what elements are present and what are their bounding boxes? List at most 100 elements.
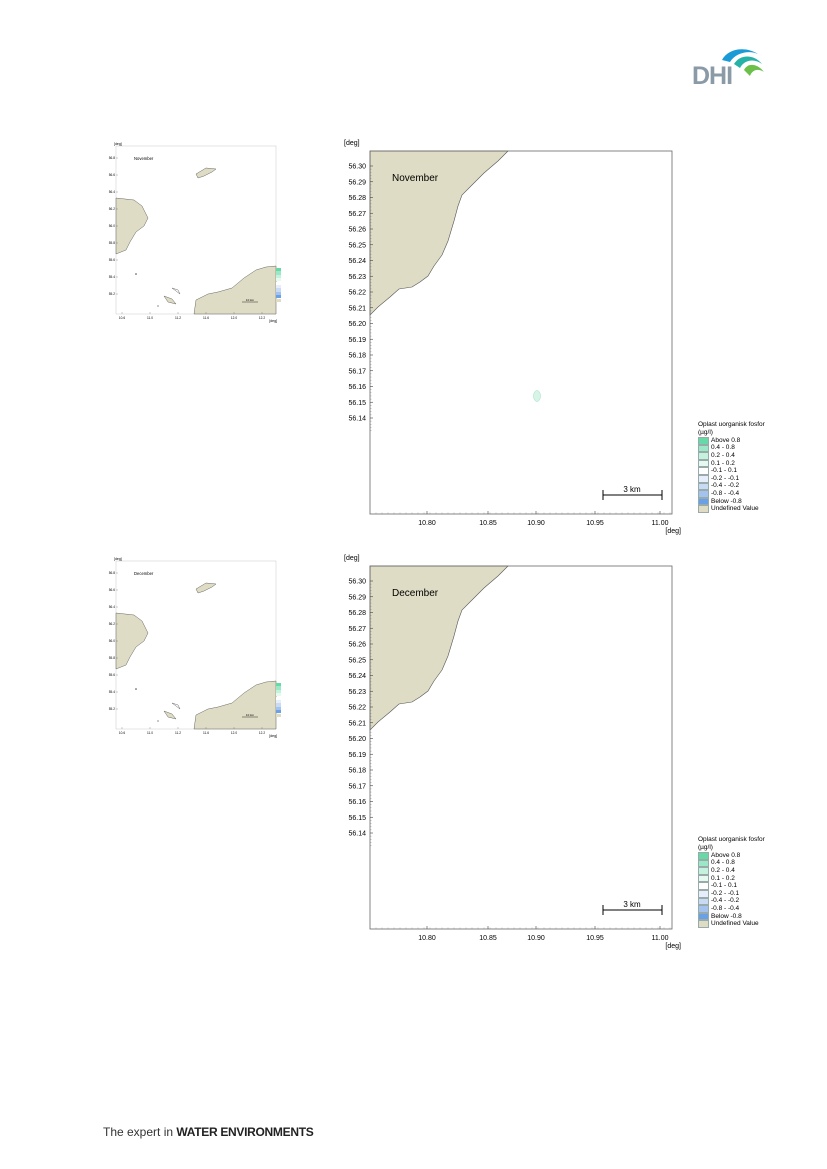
overview-land-south — [193, 265, 277, 315]
overview-y-label: 55.4 — [109, 690, 115, 694]
legend-item: -0.1 - 0.1 — [698, 467, 765, 475]
legend-label: -0.2 - -0.1 — [711, 889, 740, 897]
overview-legend-swatch — [276, 700, 281, 704]
overview-scale-label: 10 km — [246, 298, 255, 302]
overview-y-label: 55.4 — [109, 275, 115, 279]
y-tick-label: 56.17 — [348, 368, 366, 375]
overview-land — [115, 612, 149, 670]
y-tick-label: 56.19 — [348, 337, 366, 344]
legend-swatch — [698, 497, 709, 506]
legend-swatch — [698, 505, 709, 513]
y-tick-label: 56.22 — [348, 290, 366, 297]
y-tick-label: 56.27 — [348, 211, 366, 218]
month-label: November — [392, 173, 439, 184]
overview-islet — [163, 295, 177, 305]
overview-month-label: November — [134, 156, 154, 161]
legend-label: Below -0.8 — [711, 912, 742, 920]
legend-swatch — [698, 459, 709, 468]
x-tick-label: 10.95 — [586, 520, 604, 527]
overview-legend-swatch — [276, 271, 281, 275]
overview-legend-item — [276, 278, 282, 282]
legend-swatch — [698, 452, 709, 460]
y-tick-label: 56.14 — [348, 831, 366, 838]
y-tick-label: 56.15 — [348, 400, 366, 407]
legend-swatch — [698, 867, 709, 875]
legend-label: 0.2 - 0.4 — [711, 866, 735, 874]
overview-legend-swatch — [276, 288, 281, 292]
overview-y-label: 56.2 — [109, 622, 115, 626]
overview-frame — [115, 145, 277, 315]
legend-swatch — [698, 444, 709, 453]
overview-land — [115, 197, 149, 255]
overview-month-label: December — [134, 571, 154, 576]
x-unit-label: [deg] — [665, 943, 681, 950]
overview-y-label: 55.2 — [109, 707, 115, 711]
land-area — [369, 565, 509, 731]
legend-item: 0.1 - 0.2 — [698, 875, 765, 883]
overview-x-label: 11.2 — [175, 316, 181, 320]
scale-bar-label: 3 km — [623, 900, 641, 909]
overview-legend-item — [276, 285, 282, 289]
overview-x-label: 11.6 — [203, 731, 209, 735]
legend-swatch — [698, 920, 709, 928]
y-tick-label: 56.24 — [348, 258, 366, 265]
overview-legend-item — [276, 703, 282, 707]
overview-island — [195, 167, 217, 179]
legend-swatch — [698, 467, 709, 475]
overview-y-label: 55.2 — [109, 292, 115, 296]
legend-swatch — [698, 897, 709, 906]
overview-map: 56.8 56.6 56.4 56.2 56.0 55.8 55.6 55.4 55.2 10.6… — [109, 557, 277, 738]
legend-label: -0.4 - -0.2 — [711, 897, 740, 905]
legend-swatch — [698, 437, 709, 445]
legend-swatch — [698, 912, 709, 921]
legend-item: -0.2 - -0.1 — [698, 890, 765, 898]
overview-y-label: 56.6 — [109, 588, 115, 592]
legend-label: -0.8 - -0.4 — [711, 904, 740, 912]
overview-legend-swatch — [276, 683, 281, 687]
concentration-patch — [533, 390, 541, 402]
legend-unit: (µg/l) — [698, 844, 713, 851]
y-tick-label: 56.14 — [348, 416, 366, 423]
legend-label: -0.4 - -0.2 — [711, 482, 740, 490]
legend-label: 0.2 - 0.4 — [711, 451, 735, 459]
legend-item: Undefined Value — [698, 505, 765, 513]
logo-text: DHI — [692, 62, 733, 90]
y-tick-label: 56.17 — [348, 783, 366, 790]
y-tick-label: 56.23 — [348, 274, 366, 281]
y-tick-label: 56.29 — [348, 594, 366, 601]
legend-label: -0.8 - -0.4 — [711, 489, 740, 497]
y-unit-label: [deg] — [344, 555, 360, 562]
x-unit-label: [deg] — [665, 528, 681, 535]
overview-legend-item — [276, 683, 282, 687]
legend-item: 0.2 - 0.4 — [698, 867, 765, 875]
overview-legend-swatch — [276, 298, 281, 302]
legend-label: 0.4 - 0.8 — [711, 859, 735, 867]
legend-title: Oplast uorganisk fosfor — [698, 421, 765, 428]
y-tick-label: 56.20 — [348, 736, 366, 743]
x-tick-label: 10.90 — [527, 935, 545, 942]
legend-title: Oplast uorganisk fosfor — [698, 836, 765, 843]
dhi-logo: DHI — [688, 44, 768, 96]
overview-legend — [276, 268, 282, 302]
legend-swatch — [698, 482, 709, 491]
overview-y-label: 55.6 — [109, 673, 115, 677]
legend-item: -0.1 - 0.1 — [698, 882, 765, 890]
overview-legend-swatch — [276, 703, 281, 707]
overview-islet — [157, 720, 159, 722]
legend-swatch — [698, 874, 709, 883]
overview-frame — [115, 560, 277, 730]
y-tick-label: 56.21 — [348, 305, 366, 312]
overview-y-unit: [deg] — [114, 557, 122, 561]
y-tick-label: 56.27 — [348, 626, 366, 633]
overview-legend-swatch — [276, 285, 281, 289]
overview-map: 56.8 56.6 56.4 56.2 56.0 55.8 55.6 55.4 55.2 10.6… — [109, 142, 277, 323]
legend-item: -0.8 - -0.4 — [698, 490, 765, 498]
overview-islet — [135, 273, 137, 275]
overview-islet — [171, 287, 181, 295]
overview-scale-label: 10 km — [246, 713, 255, 717]
legend-swatch — [698, 889, 709, 898]
overview-y-label: 56.8 — [109, 571, 115, 575]
wave-icon — [722, 49, 764, 76]
